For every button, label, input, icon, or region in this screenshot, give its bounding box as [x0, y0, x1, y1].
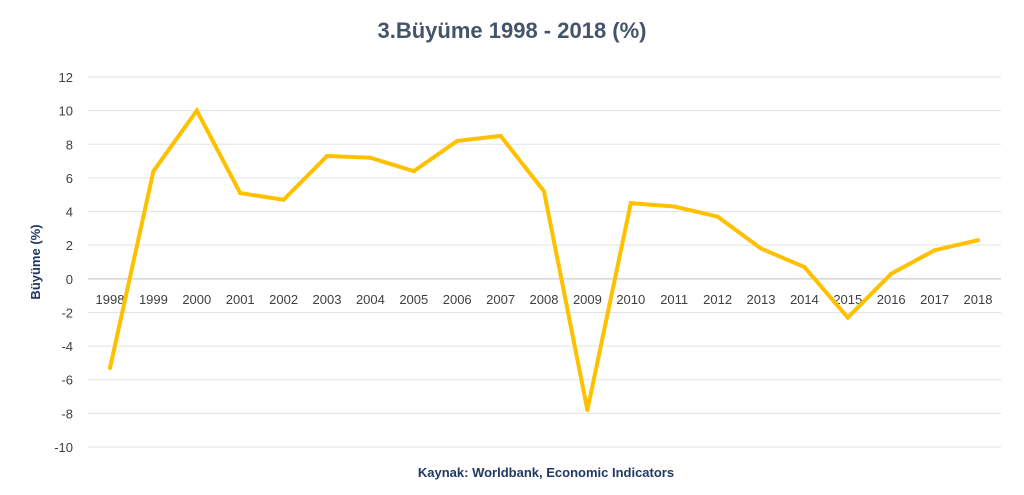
data-point — [889, 271, 894, 276]
data-point — [281, 197, 286, 202]
data-point — [672, 204, 677, 209]
x-tick-label: 2005 — [399, 292, 428, 307]
data-point — [151, 169, 156, 174]
y-tick-label: -6 — [61, 373, 73, 388]
x-tick-label: 2011 — [660, 292, 688, 307]
x-tick-label: 2016 — [877, 292, 906, 307]
x-tick-label: 2007 — [486, 292, 515, 307]
y-axis-ticks: 12 10 8 6 4 2 0 -2 -4 -6 -8 -10 — [54, 70, 73, 455]
data-point — [802, 265, 807, 270]
data-point — [325, 154, 329, 159]
chart-title: 3.Büyüme 1998 - 2018 (%) — [377, 18, 647, 43]
y-tick-label: 10 — [59, 104, 73, 119]
data-point — [845, 315, 850, 320]
x-tick-label: 2000 — [182, 292, 211, 307]
data-point — [585, 408, 590, 412]
x-axis-ticks: 1998 1999 2000 2001 2002 2003 2004 2005 2006 2007… — [96, 292, 993, 307]
x-tick-label: 2008 — [530, 292, 559, 307]
x-tick-label: 2004 — [356, 292, 385, 307]
x-tick-label: 2012 — [703, 292, 732, 307]
data-point — [628, 201, 633, 206]
y-tick-label: 2 — [66, 238, 73, 253]
y-tick-label: -2 — [61, 305, 73, 320]
y-tick-label: 4 — [66, 205, 73, 220]
x-tick-label: 2002 — [269, 292, 298, 307]
data-point — [498, 133, 503, 138]
x-tick-label: 2014 — [790, 292, 819, 307]
x-tick-label: 1999 — [139, 292, 168, 307]
data-point — [238, 191, 243, 196]
data-point — [368, 155, 373, 160]
y-tick-label: -10 — [54, 440, 73, 455]
y-tick-label: -4 — [61, 339, 73, 354]
y-tick-label: 6 — [66, 171, 73, 186]
data-point — [194, 108, 199, 113]
x-tick-label: 2006 — [443, 292, 472, 307]
data-point — [455, 138, 460, 143]
y-axis-label: Büyüme (%) — [28, 224, 43, 299]
data-point — [411, 169, 416, 174]
x-tick-label: 1998 — [96, 292, 125, 307]
x-tick-label: 2017 — [920, 292, 949, 307]
x-tick-label: 2015 — [833, 292, 862, 307]
x-tick-label: 2001 — [226, 292, 255, 307]
y-tick-label: 12 — [59, 70, 73, 85]
x-tick-label: 2018 — [964, 292, 993, 307]
data-point — [715, 214, 720, 219]
y-tick-label: -8 — [61, 406, 73, 421]
y-tick-label: 0 — [66, 272, 73, 287]
data-point — [976, 238, 980, 243]
gridlines — [88, 76, 1001, 448]
source-note: Kaynak: Worldbank, Economic Indicators — [418, 465, 674, 480]
series-line — [108, 106, 979, 411]
x-tick-label: 2010 — [616, 292, 645, 307]
y-tick-label: 8 — [66, 137, 73, 152]
x-tick-label: 2003 — [313, 292, 342, 307]
x-tick-label: 2009 — [573, 292, 602, 307]
data-point — [108, 365, 112, 370]
data-point — [932, 248, 937, 253]
data-point — [542, 189, 546, 194]
data-point — [759, 246, 763, 251]
x-tick-label: 2013 — [747, 292, 776, 307]
